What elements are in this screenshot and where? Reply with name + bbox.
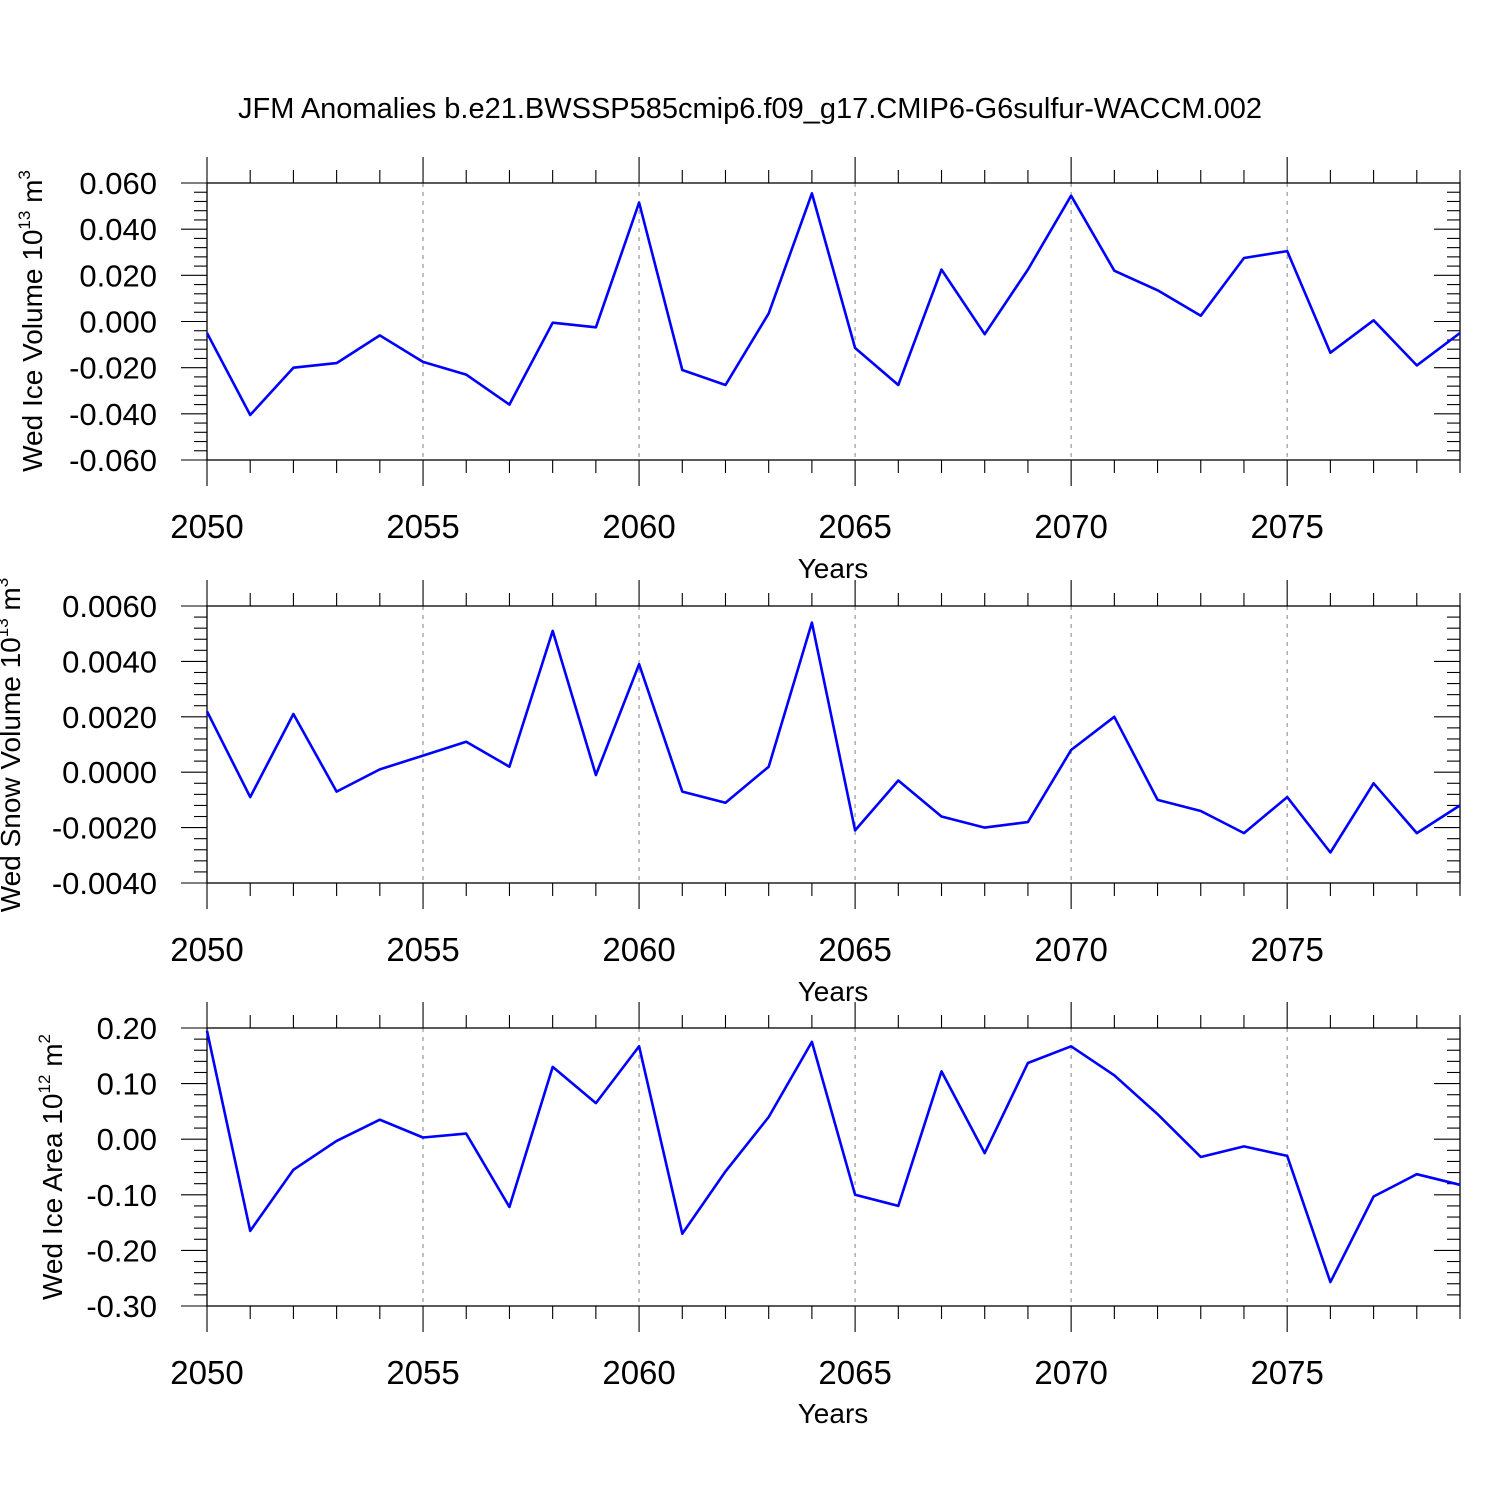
x-tick-label: 2065 — [818, 1354, 891, 1391]
y-tick-label: -0.0020 — [52, 811, 157, 846]
figure-title: JFM Anomalies b.e21.BWSSP585cmip6.f09_g1… — [238, 93, 1262, 125]
x-axis-label: Years — [798, 976, 869, 1007]
panel-3: 2050 2055 2060 2065 2070 2075 0.20 0.10 0.00 -0.1… — [35, 1002, 1461, 1429]
y-tick-label: 0.0060 — [62, 589, 157, 624]
x-axis-label: Years — [798, 1398, 869, 1429]
x-tick-label: 2070 — [1034, 1354, 1107, 1391]
y-tick-label: 0.0000 — [62, 755, 157, 790]
panel-1: 2050 2055 2060 2065 2070 2075 0.060 0.040 0.020 0… — [15, 157, 1461, 584]
series-line — [205, 621, 1461, 854]
series-line — [205, 192, 1461, 417]
y-tick-label: 0.040 — [79, 212, 157, 247]
y-label-unit-exponent: 2 — [35, 1034, 54, 1043]
y-axis-label: Wed Snow Volume 1013 m3 — [0, 578, 26, 912]
y-label-exponent: 13 — [15, 211, 34, 230]
y-label-unit: m — [37, 1043, 68, 1074]
y-label-unit-exponent: 3 — [0, 578, 12, 587]
x-tick-label: 2050 — [170, 1354, 243, 1391]
y-label-text: Wed Ice Volume 10 — [17, 230, 48, 472]
y-tick-label: -0.060 — [69, 443, 157, 478]
y-axis-label: Wed Ice Volume 1013 m3 — [15, 170, 48, 472]
y-tick-label: -0.020 — [69, 351, 157, 386]
x-tick-label: 2050 — [170, 508, 243, 545]
y-label-unit: m — [0, 587, 26, 618]
y-label-text: Wed Ice Area 10 — [37, 1094, 68, 1301]
x-tick-label: 2060 — [602, 931, 675, 968]
x-tick-label: 2075 — [1250, 1354, 1323, 1391]
x-tick-label: 2065 — [818, 508, 891, 545]
plot-frame — [206, 182, 1461, 461]
y-label-text: Wed Snow Volume 10 — [0, 637, 26, 912]
series-line — [205, 1030, 1461, 1284]
x-tick-label: 2075 — [1250, 931, 1323, 968]
plot-frame — [206, 1027, 1461, 1307]
panel-2: 2050 2055 2060 2065 2070 2075 0.0060 0.0040 0.00… — [0, 578, 1461, 1007]
y-tick-label: 0.020 — [79, 258, 157, 293]
y-tick-label: -0.20 — [86, 1233, 157, 1268]
y-tick-label: -0.0040 — [52, 866, 157, 901]
y-label-unit-exponent: 3 — [15, 170, 34, 179]
x-tick-label: 2055 — [386, 508, 459, 545]
y-tick-label: 0.00 — [97, 1122, 157, 1157]
x-tick-label: 2055 — [386, 931, 459, 968]
x-tick-label: 2070 — [1034, 508, 1107, 545]
plot-frame — [206, 605, 1461, 884]
x-tick-label: 2065 — [818, 931, 891, 968]
y-tick-label: 0.0020 — [62, 700, 157, 735]
y-tick-label: 0.10 — [97, 1067, 157, 1102]
y-tick-label: 0.060 — [79, 166, 157, 201]
x-axis-label: Years — [798, 553, 869, 584]
y-tick-label: 0.000 — [79, 305, 157, 340]
x-tick-label: 2060 — [602, 1354, 675, 1391]
x-tick-label: 2055 — [386, 1354, 459, 1391]
y-label-unit: m — [17, 180, 48, 211]
y-tick-label: -0.30 — [86, 1289, 157, 1324]
y-label-exponent: 12 — [35, 1075, 54, 1094]
y-label-exponent: 13 — [0, 618, 12, 637]
y-tick-label: 0.20 — [97, 1011, 157, 1046]
x-tick-label: 2075 — [1250, 508, 1323, 545]
y-tick-label: -0.040 — [69, 397, 157, 432]
y-axis-label: Wed Ice Area 1012 m2 — [35, 1034, 68, 1300]
panels: 2050 2055 2060 2065 2070 2075 0.060 0.040 0.020 0… — [0, 157, 1461, 1429]
x-tick-label: 2060 — [602, 508, 675, 545]
x-tick-label: 2070 — [1034, 931, 1107, 968]
y-tick-label: -0.10 — [86, 1178, 157, 1213]
x-tick-label: 2050 — [170, 931, 243, 968]
y-tick-label: 0.0040 — [62, 644, 157, 679]
